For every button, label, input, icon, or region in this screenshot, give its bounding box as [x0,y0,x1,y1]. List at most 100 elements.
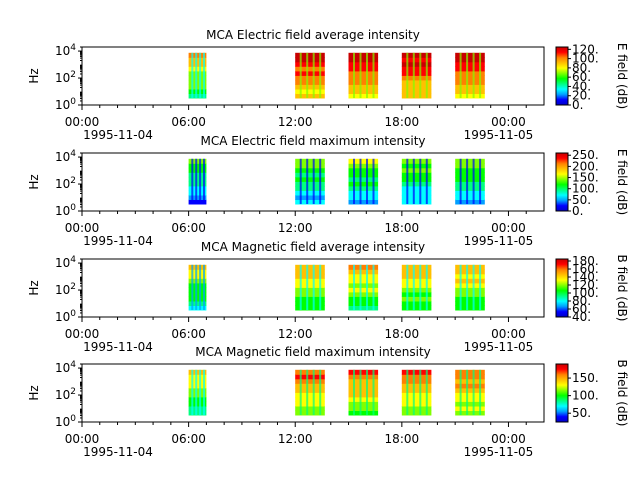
spectrogram-cell [348,374,379,380]
data-block [455,264,485,311]
spectrogram-cell [455,396,485,402]
spectrogram-cell [295,52,325,58]
spectrogram-cell [188,278,207,284]
spectrogram-streak [359,158,362,204]
colorbar-tick-label: 100. [572,389,599,403]
spectrogram-streak [472,158,475,204]
spectrogram-streak [359,52,362,98]
spectrogram-cell [295,199,325,205]
spectrogram-streak [479,264,482,310]
spectrogram-cell [348,296,379,302]
y-axis-label: Hz [27,280,41,295]
y-tick-label: 102 [55,70,76,85]
spectrogram-streak [195,158,198,204]
y-tick-label: 102 [55,176,76,191]
spectrogram-cell [401,52,432,58]
spectrogram-cell [295,158,325,164]
spectrogram-cell [188,269,207,275]
x-tick-label: 06:00 [171,432,206,446]
spectrogram-cell [455,410,485,416]
spectrogram-streak [299,264,302,310]
x-date-label: 1995-11-04 [83,340,153,354]
spectrogram-cell [188,167,207,173]
spectrogram-cell [401,282,432,288]
spectrogram-cell [348,66,379,72]
colorbar-tick-label: 0. [572,204,583,218]
colorbar-tick-label: 20. [572,89,591,103]
spectrogram-cell [401,269,432,275]
spectrogram-streak [425,264,428,310]
spectrogram-cell [188,70,207,76]
spectrogram-streak [306,158,309,204]
spectrogram-cell [401,70,432,76]
spectrogram-cell [295,89,325,94]
spectrogram-cell [401,273,432,279]
panel-title: MCA Electric field maximum intensity [200,134,425,148]
spectrogram-streak [306,264,309,310]
spectrogram-cell [295,79,325,85]
spectrogram-cell [188,52,207,58]
data-block [401,52,432,99]
spectrogram-streak [195,369,198,415]
spectrogram-cell [295,190,325,196]
spectrogram-cell [455,79,485,85]
spectrogram-cell [455,57,485,63]
colorbar-tick-label: 140. [572,270,599,284]
spectrogram-cell [455,369,485,375]
panel-title: MCA Magnetic field average intensity [201,240,425,254]
spectrogram-cell [401,93,432,99]
colorbar-label: E field (dB) [615,43,629,109]
spectrogram-cell [455,66,485,72]
spectrogram-cell [401,296,432,302]
spectrogram-streak [459,158,462,204]
spectrogram-cell [188,383,207,389]
spectrogram-streak [191,158,194,204]
spectrogram-cell [401,369,432,375]
spectrogram-streak [412,52,415,98]
x-tick-label: 00:00 [65,432,100,446]
y-tick-label: 104 [55,43,76,58]
spectrogram-cell [188,181,207,187]
spectrogram-cell [295,374,325,380]
spectrogram-cell [295,195,325,200]
spectrogram-cell [348,190,379,196]
colorbar-tick-label: 100. [572,52,599,66]
spectrogram-cell [295,301,325,306]
spectrogram-cell [455,273,485,279]
spectrogram-cell [295,410,325,416]
panel-1: MCA Electric field average intensity Hz 10… [27,28,629,142]
spectrogram-cell [295,269,325,275]
spectrogram-streak [191,52,194,98]
spectrogram-streak [466,369,469,415]
spectrogram-cell [348,273,379,279]
spectrogram-streak [419,158,422,204]
data-block [188,264,207,311]
spectrogram-cell [348,57,379,63]
spectrogram-streak [319,264,322,310]
colorbar-tick-label: 200. [572,159,599,173]
spectrogram-cell [295,278,325,284]
y-tick-label: 104 [55,255,76,270]
spectrogram-cell [401,181,432,187]
spectrogram-cell [455,190,485,196]
colorbar-tick-label: 120. [572,278,599,292]
colorbar-tick-label: 80. [572,61,591,75]
spectrogram-cell [401,199,432,205]
spectrogram-streak [466,264,469,310]
colorbar-tick-label: 150. [572,371,599,385]
spectrogram-streak [366,264,368,310]
colorbar-tick-label: 150. [572,171,599,185]
spectrogram-cell [455,301,485,306]
spectrogram-cell [455,282,485,288]
colorbar-tick-label: 50. [572,406,591,420]
spectrogram-cell [188,89,207,94]
spectrogram-cell [188,75,207,81]
spectrogram-cell [188,374,207,380]
spectrogram-cell [188,66,207,72]
spectrogram-streak [406,158,409,204]
spectrogram-streak [353,158,355,204]
spectrogram-cell [401,278,432,284]
x-date-label: 1995-11-04 [83,445,153,459]
